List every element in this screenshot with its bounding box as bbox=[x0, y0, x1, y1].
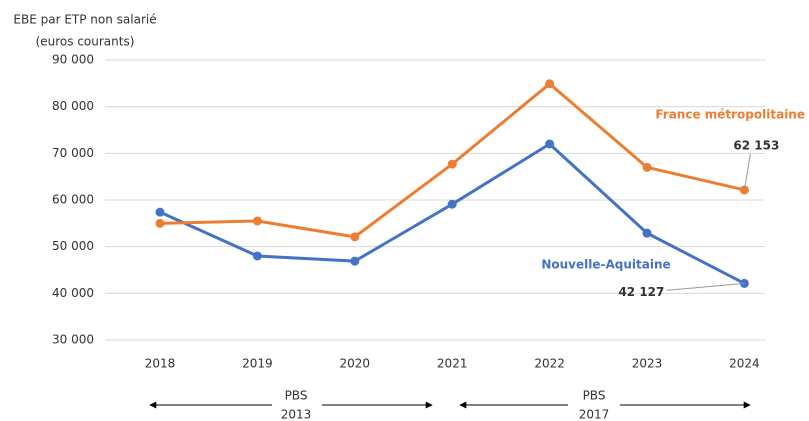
point bbox=[447, 159, 457, 169]
period-label: PBS bbox=[285, 389, 308, 403]
point bbox=[252, 216, 262, 226]
y-tick-label: 40 000 bbox=[52, 286, 94, 300]
series-label: France métropolitaine bbox=[655, 108, 805, 122]
y-axis-title: EBE par ETP non salarié bbox=[13, 13, 156, 27]
series-label: Nouvelle-Aquitaine bbox=[541, 258, 670, 272]
point bbox=[155, 207, 165, 217]
y-tick-label: 70 000 bbox=[52, 146, 94, 160]
y-axis-title: (euros courants) bbox=[36, 35, 135, 49]
point bbox=[350, 232, 360, 242]
period-label: 2017 bbox=[579, 408, 610, 421]
point bbox=[545, 79, 555, 89]
point bbox=[350, 256, 360, 266]
point bbox=[252, 251, 262, 261]
point bbox=[155, 218, 165, 228]
point bbox=[642, 162, 652, 172]
leader-line bbox=[666, 282, 745, 291]
x-tick-label: 2022 bbox=[534, 357, 565, 371]
x-tick-label: 2018 bbox=[145, 357, 176, 371]
x-tick-label: 2021 bbox=[437, 357, 468, 371]
y-tick-label: 80 000 bbox=[52, 99, 94, 113]
y-tick-label: 60 000 bbox=[52, 193, 94, 207]
point bbox=[447, 199, 457, 209]
x-tick-label: 2024 bbox=[729, 357, 760, 371]
period-label: 2013 bbox=[281, 408, 312, 421]
y-tick-label: 90 000 bbox=[52, 53, 94, 67]
x-tick-label: 2023 bbox=[632, 357, 663, 371]
data-label: 42 127 bbox=[618, 285, 664, 299]
leader-line bbox=[743, 153, 751, 191]
x-tick-label: 2019 bbox=[242, 357, 273, 371]
point bbox=[642, 228, 652, 238]
x-tick-label: 2020 bbox=[340, 357, 371, 371]
point bbox=[545, 139, 555, 149]
y-tick-label: 50 000 bbox=[52, 239, 94, 253]
data-label: 62 153 bbox=[733, 138, 779, 152]
y-tick-label: 30 000 bbox=[52, 333, 94, 347]
period-label: PBS bbox=[583, 389, 606, 403]
